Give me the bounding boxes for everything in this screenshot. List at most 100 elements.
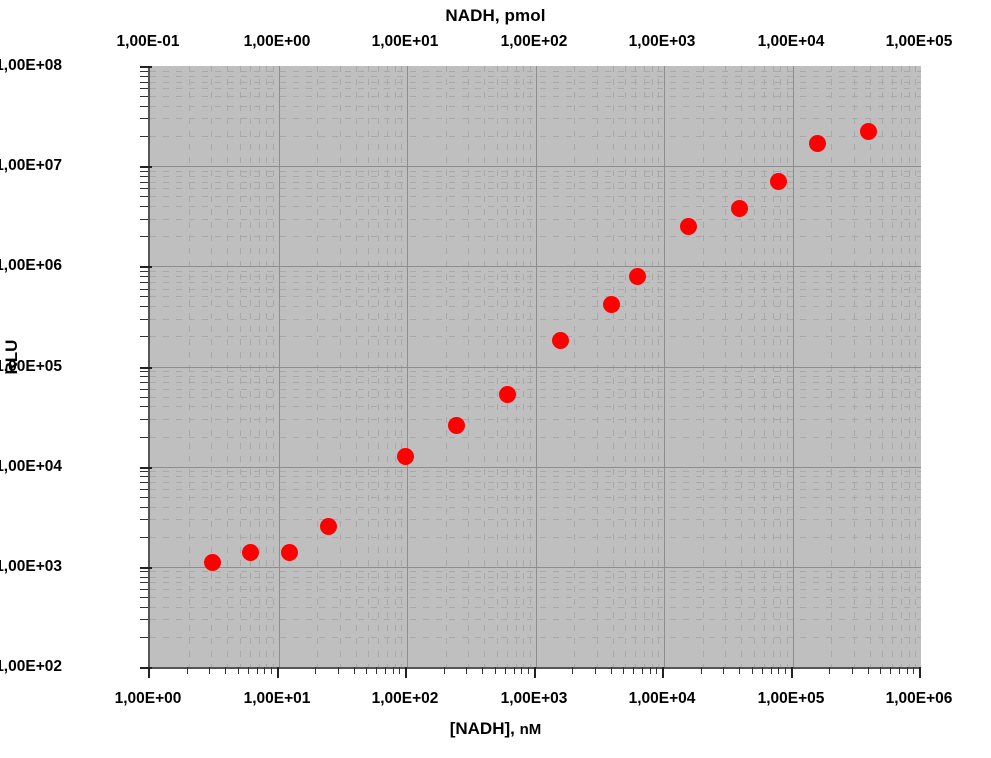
- y-tick-mark: [140, 166, 152, 168]
- x-gridline-minor: [340, 66, 341, 667]
- data-point: [808, 134, 826, 152]
- y-gridline-minor: [150, 619, 921, 620]
- y-gridline-minor: [150, 296, 921, 297]
- x-tick-mark-minor: [739, 667, 740, 674]
- y-tick-label: 1,00E+02: [0, 658, 62, 675]
- x-tick-mark-minor: [315, 667, 316, 674]
- y-tick-mark-minor: [140, 597, 148, 598]
- x-gridline-minor: [625, 66, 626, 667]
- x-gridline-minor: [240, 66, 241, 667]
- y-tick-label: 1,00E+07: [0, 157, 62, 174]
- x-gridline-minor: [780, 66, 781, 667]
- x-gridline-minor: [741, 66, 742, 667]
- y-gridline-minor: [150, 607, 921, 608]
- data-point: [281, 543, 299, 561]
- y-tick-mark-minor: [140, 507, 148, 508]
- y-gridline-minor: [150, 176, 921, 177]
- x-axis-title-unit: nM: [519, 721, 542, 738]
- y-gridline-minor: [150, 419, 921, 420]
- y-tick-mark-minor: [140, 276, 148, 277]
- y-tick-mark-minor: [140, 389, 148, 390]
- x-gridline-minor: [773, 66, 774, 667]
- x-tick-mark-minor: [880, 667, 881, 674]
- data-point: [602, 295, 620, 313]
- x-tick-label-secondary: 1,00E+03: [628, 33, 696, 50]
- y-tick-label: 1,00E+04: [0, 458, 62, 475]
- x-gridline-minor: [401, 66, 402, 667]
- x-tick-mark-minor: [907, 667, 908, 674]
- x-tick-mark: [534, 667, 536, 678]
- y-tick-mark-minor: [140, 537, 148, 538]
- x-tick-label: 1,00E+02: [371, 690, 439, 707]
- x-tick-mark-minor: [611, 667, 612, 674]
- data-point: [770, 173, 788, 191]
- x-gridline-minor: [266, 66, 267, 667]
- x-tick-mark: [277, 667, 279, 678]
- y-tick-mark-minor: [140, 471, 148, 472]
- x-tick-label: 1,00E+03: [500, 690, 568, 707]
- y-tick-mark-minor: [140, 637, 148, 638]
- x-gridline-minor: [273, 66, 274, 667]
- secondary-x-axis-title: NADH, pmol: [445, 6, 546, 25]
- y-tick-mark-minor: [140, 519, 148, 520]
- x-gridline-minor: [523, 66, 524, 667]
- y-tick-mark-minor: [140, 296, 148, 297]
- x-tick-mark-minor: [572, 667, 573, 674]
- y-tick-mark: [140, 667, 152, 669]
- y-gridline-minor: [150, 589, 921, 590]
- y-tick-mark-minor: [140, 188, 148, 189]
- x-gridline-minor: [317, 66, 318, 667]
- x-gridline-minor: [574, 66, 575, 667]
- x-tick-mark-minor: [868, 667, 869, 674]
- x-tick-mark-minor: [399, 667, 400, 674]
- x-gridline-minor: [507, 66, 508, 667]
- x-gridline-minor: [259, 66, 260, 667]
- x-tick-mark-minor: [238, 667, 239, 674]
- x-tick-mark-minor: [642, 667, 643, 674]
- x-tick-mark-minor: [257, 667, 258, 674]
- x-tick-mark-minor: [650, 667, 651, 674]
- y-gridline-minor: [150, 389, 921, 390]
- y-gridline-minor: [150, 519, 921, 520]
- x-gridline-minor: [468, 66, 469, 667]
- x-tick-mark-minor: [656, 667, 657, 674]
- x-gridline-minor: [854, 66, 855, 667]
- x-gridline-minor: [446, 66, 447, 667]
- x-tick-mark-minor: [209, 667, 210, 674]
- x-tick-mark: [148, 667, 150, 678]
- data-point: [203, 554, 221, 572]
- y-gridline-minor: [150, 219, 921, 220]
- y-tick-mark-minor: [140, 88, 148, 89]
- y-gridline-minor: [150, 82, 921, 83]
- x-tick-label-secondary: 1,00E+05: [885, 33, 953, 50]
- x-gridline-minor: [901, 66, 902, 667]
- y-gridline-minor: [150, 76, 921, 77]
- y-gridline-minor: [150, 88, 921, 89]
- data-point: [499, 386, 517, 404]
- x-tick-mark: [919, 667, 921, 678]
- y-tick-mark-minor: [140, 96, 148, 97]
- data-point: [397, 448, 415, 466]
- y-tick-mark-minor: [140, 206, 148, 207]
- x-tick-label-secondary: 1,00E+00: [243, 33, 311, 50]
- x-gridline-minor: [870, 66, 871, 667]
- x-tick-mark-minor: [762, 667, 763, 674]
- x-gridline-minor: [211, 66, 212, 667]
- y-gridline-minor: [150, 71, 921, 72]
- x-tick-mark-minor: [271, 667, 272, 674]
- x-tick-mark-minor: [505, 667, 506, 674]
- x-tick-mark-minor: [444, 667, 445, 674]
- x-gridline-major: [407, 66, 408, 667]
- y-gridline-minor: [150, 582, 921, 583]
- y-gridline-minor: [150, 336, 921, 337]
- y-tick-mark-minor: [140, 176, 148, 177]
- y-gridline-minor: [150, 471, 921, 472]
- y-tick-mark-minor: [140, 71, 148, 72]
- x-gridline-minor: [909, 66, 910, 667]
- x-gridline-minor: [764, 66, 765, 667]
- y-tick-mark-minor: [140, 236, 148, 237]
- x-gridline-minor: [787, 66, 788, 667]
- x-gridline-minor: [395, 66, 396, 667]
- x-tick-mark-minor: [778, 667, 779, 674]
- x-gridline-minor: [882, 66, 883, 667]
